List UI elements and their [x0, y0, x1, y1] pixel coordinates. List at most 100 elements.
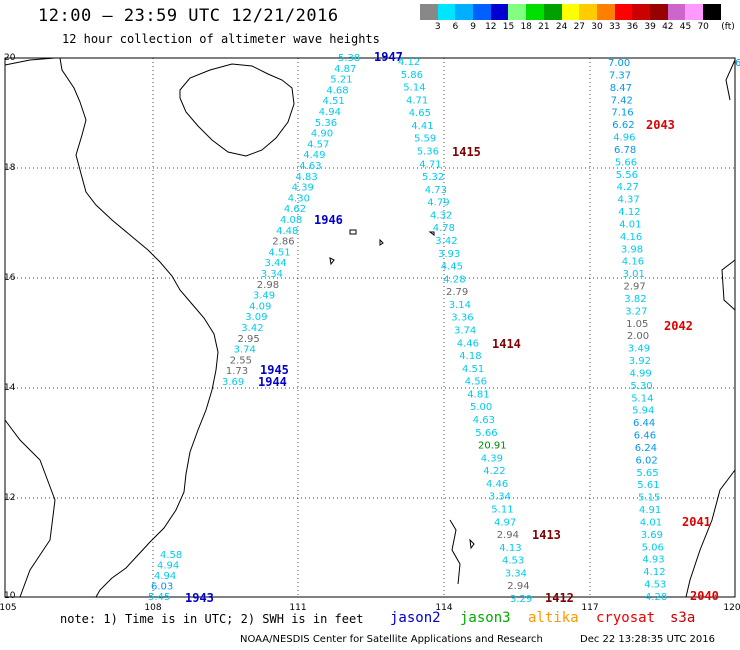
timestamp: Dec 22 13:28:35 UTC 2016 — [580, 634, 715, 645]
wave-height-value: 6.78 — [614, 145, 636, 156]
legend-label: 27 — [573, 22, 586, 32]
legend-label: 15 — [502, 22, 515, 32]
wave-height-value: 3.34 — [489, 492, 511, 503]
wave-height-value: 5.32 — [422, 172, 444, 183]
lon-tick-label: 111 — [289, 603, 306, 613]
wave-height-value: 2.79 — [446, 287, 468, 298]
wave-height-value: 3.29 — [510, 594, 532, 605]
credit-line: NOAA/NESDIS Center for Satellite Applica… — [240, 634, 543, 645]
wave-height-value: 4.18 — [459, 351, 481, 362]
wave-height-value: 4.68 — [326, 85, 348, 96]
wave-height-value: 5.86 — [401, 70, 423, 81]
footer-note: note: 1) Time is in UTC; 2) SWH is in fe… — [60, 612, 364, 626]
wave-height-value: 5.21 — [330, 75, 352, 86]
legend-swatch — [579, 4, 597, 20]
legend-label: 3 — [434, 22, 441, 32]
legend-swatch — [420, 4, 438, 20]
legend-label: 45 — [679, 22, 692, 32]
wave-height-value: 5.30 — [630, 381, 652, 392]
wave-height-value: 2.55 — [230, 355, 252, 366]
color-legend-labels: 3 6 9 12 15 18 21 24 27 30 33 36 39 42 45 70 (ft) — [420, 22, 740, 34]
wave-height-value: 4.65 — [409, 108, 431, 119]
satellite-label-altika: altika — [528, 610, 579, 626]
wave-height-value: 4.63 — [299, 161, 321, 172]
wave-height-value: 4.16 — [622, 257, 644, 268]
wave-height-value: 1.05 — [626, 319, 648, 330]
wave-height-value: 4.13 — [499, 543, 521, 554]
legend-label: 36 — [626, 22, 639, 32]
wave-height-value: 4.37 — [618, 195, 640, 206]
wave-height-value: 2.00 — [627, 331, 649, 342]
wave-height-value: 2.94 — [497, 530, 519, 541]
wave-height-value: 4.56 — [465, 377, 487, 388]
pass-label: 1415 — [452, 145, 481, 159]
coastline — [4, 57, 736, 598]
legend-label: 12 — [485, 22, 497, 32]
wave-height-value: 5.00 — [470, 402, 492, 413]
wave-height-value: 3.01 — [623, 269, 645, 280]
wave-height-value: 4.97 — [494, 517, 516, 528]
wave-height-value: 5.14 — [403, 83, 425, 94]
wave-height-value: 4.94 — [154, 571, 176, 582]
satellite-label-jason3: jason3 — [460, 610, 511, 626]
legend-swatch — [685, 4, 703, 20]
legend-swatch — [667, 4, 686, 20]
wave-height-value: 4.41 — [411, 121, 433, 132]
map-subtitle: 12 hour collection of altimeter wave hei… — [62, 32, 380, 46]
legend-swatch — [703, 4, 721, 20]
lat-tick-label: 14 — [4, 383, 16, 393]
wave-height-value: 4.49 — [303, 150, 325, 161]
wave-height-value: 3.42 — [435, 236, 457, 247]
wave-height-value: 4.51 — [462, 364, 484, 375]
legend-label: 21 — [538, 22, 550, 32]
pass-label: 2043 — [646, 118, 675, 132]
wave-height-value: 2.86 — [272, 237, 294, 248]
wave-height-value: 5.36 — [417, 147, 439, 158]
wave-height-value: 4.62 — [284, 204, 306, 215]
wave-height-value: 2.98 — [257, 280, 279, 291]
pass-label: 1413 — [532, 528, 561, 542]
legend-unit: (ft) — [721, 22, 735, 32]
pass-label: 1945 — [260, 363, 289, 377]
wave-height-value: 5.65 — [636, 468, 658, 479]
wave-height-tracks: 5.384.875.214.684.514.945.364.904.574.49… — [148, 53, 740, 605]
lon-tick-label: 108 — [144, 603, 161, 613]
legend-label: 70 — [697, 22, 709, 32]
lon-tick-label: 114 — [435, 603, 452, 613]
pass-label: 1943 — [185, 591, 214, 605]
wave-height-value: 4.53 — [502, 556, 524, 567]
wave-height-value: 4.01 — [619, 219, 641, 230]
wave-height-value: 4.57 — [307, 139, 329, 150]
wave-height-value: 5.56 — [616, 170, 638, 181]
wave-height-value: 3.69 — [222, 377, 244, 388]
wave-height-value: 3.14 — [449, 300, 471, 311]
wave-height-value: 20.91 — [478, 441, 507, 452]
graticule — [5, 58, 735, 597]
wave-height-value: 4.51 — [268, 247, 290, 258]
wave-height-value: 4.63 — [473, 415, 495, 426]
wave-height-value: 4.48 — [276, 226, 298, 237]
pass-label: 1944 — [258, 375, 287, 389]
wave-height-value: 3.74 — [234, 345, 256, 356]
wave-height-value: 3.82 — [624, 294, 646, 305]
wave-height-value: 5.14 — [631, 393, 653, 404]
wave-height-value: 5.45 — [148, 592, 170, 603]
legend-label: 39 — [644, 22, 656, 32]
legend-swatch — [526, 4, 544, 20]
wave-height-value: 6 — [735, 58, 740, 69]
wave-height-value: 4.16 — [620, 232, 642, 243]
wave-height-value: 4.91 — [639, 505, 661, 516]
legend-swatch — [543, 4, 562, 20]
wave-height-value: 4.79 — [427, 198, 449, 209]
wave-height-value: 1.73 — [226, 366, 248, 377]
wave-height-value: 4.93 — [642, 555, 664, 566]
wave-height-value: 4.22 — [483, 466, 505, 477]
wave-height-value: 5.66 — [615, 157, 637, 168]
wave-height-value: 6.44 — [633, 418, 655, 429]
satellite-label-cryosat: cryosat — [596, 610, 656, 626]
lon-tick-label: 120 — [723, 603, 740, 613]
wave-height-value: 4.53 — [644, 580, 666, 591]
wave-height-value: 2.95 — [238, 334, 260, 345]
lon-tick-label: 117 — [581, 603, 598, 613]
